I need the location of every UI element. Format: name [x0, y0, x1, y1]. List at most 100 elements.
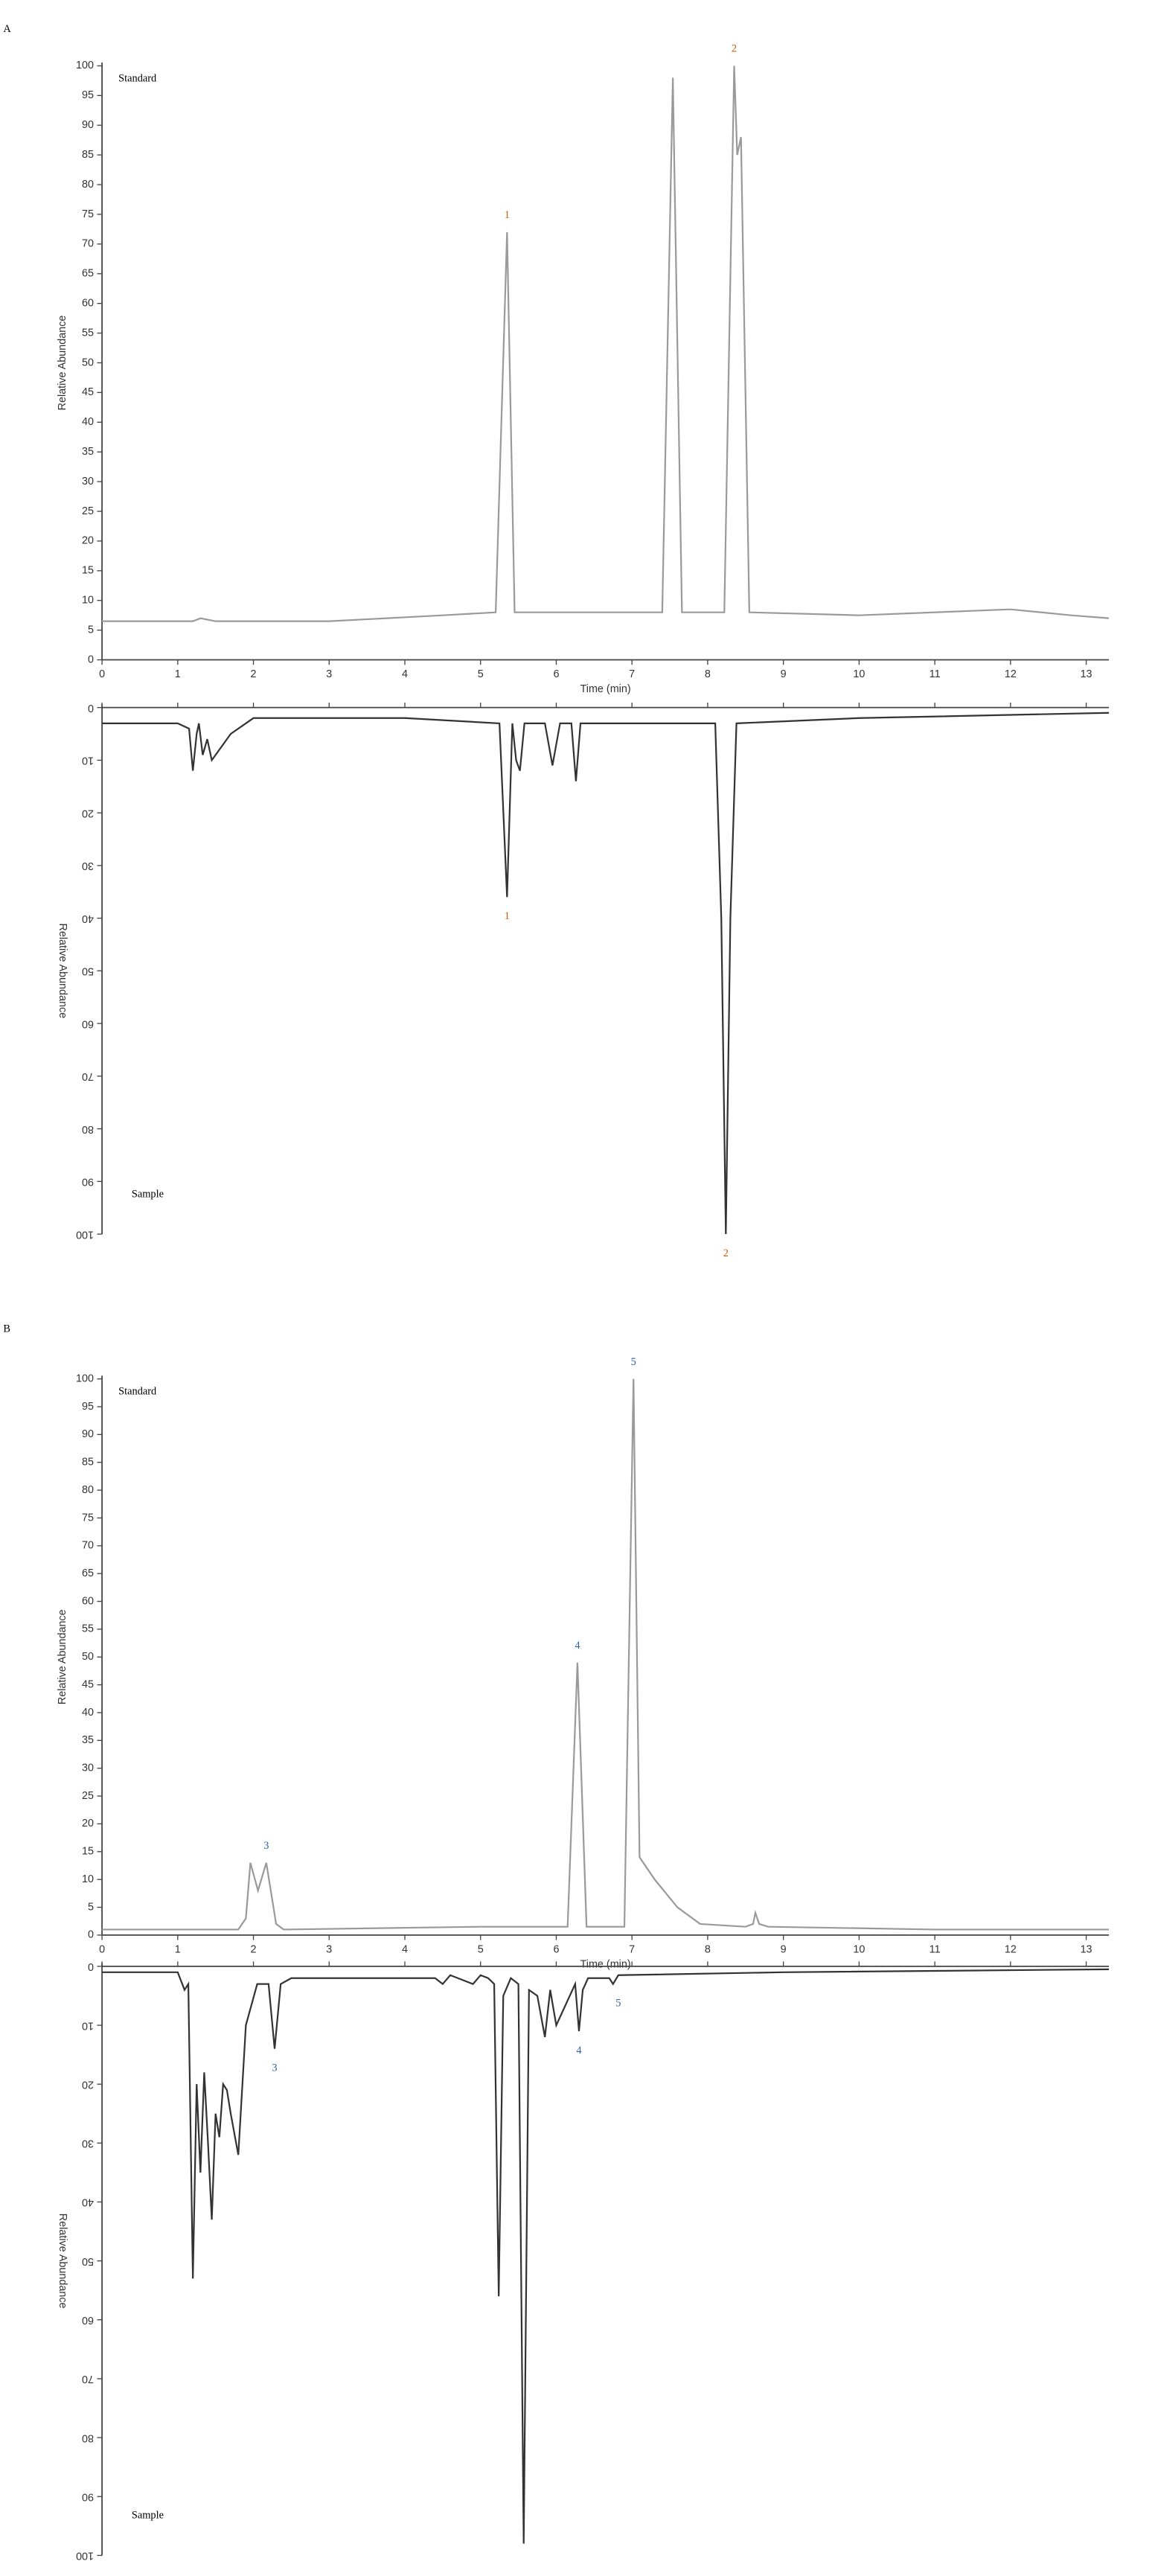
y-tick-label: 100	[76, 2550, 94, 2562]
x-tick-label: 13	[1081, 1944, 1092, 1956]
y-tick-label: 40	[82, 2196, 94, 2208]
y-tick-label: 5	[88, 624, 94, 636]
y-tick-label: 15	[82, 565, 94, 577]
x-tick-label: 10	[853, 668, 865, 680]
panel-label: B	[3, 1323, 10, 1335]
trace	[102, 1968, 1110, 2544]
y-tick-label: 100	[76, 1228, 94, 1240]
x-tick-label: 1	[175, 1944, 181, 1956]
y-tick-label: 60	[82, 1017, 94, 1029]
x-tick-label: 4	[402, 668, 408, 680]
y-axis-label: Relative Abundance	[57, 924, 68, 1019]
y-tick-label: 35	[82, 1734, 94, 1746]
y-tick-label: 25	[82, 505, 94, 517]
peak-label: 2	[732, 43, 737, 55]
y-tick-label: 40	[82, 1707, 94, 1719]
y-tick-label: 50	[82, 2255, 94, 2267]
y-tick-label: 10	[82, 595, 94, 607]
trace-title: Sample	[132, 1188, 164, 1200]
y-tick-label: 55	[82, 327, 94, 339]
x-axis-label: Time (min)	[580, 1958, 631, 1970]
y-tick-label: 70	[82, 1070, 94, 1082]
y-tick-label: 10	[82, 755, 94, 767]
x-tick-label: 11	[930, 1944, 941, 1956]
x-tick-label: 9	[781, 1944, 787, 1956]
y-tick-label: 100	[76, 60, 94, 71]
x-tick-label: 4	[402, 1944, 408, 1956]
y-tick-label: 20	[82, 807, 94, 819]
y-tick-label: 45	[82, 1678, 94, 1690]
x-tick-label: 12	[1005, 1944, 1017, 1956]
y-tick-label: 55	[82, 1623, 94, 1635]
y-tick-label: 70	[82, 1540, 94, 1552]
y-tick-label: 80	[82, 2432, 94, 2444]
y-tick-label: 95	[82, 1401, 94, 1413]
y-tick-label: 0	[88, 1960, 94, 1972]
y-tick-label: 90	[82, 1428, 94, 1440]
y-tick-label: 95	[82, 89, 94, 101]
x-tick-label: 3	[326, 668, 332, 680]
y-tick-label: 65	[82, 268, 94, 280]
y-tick-label: 30	[82, 860, 94, 872]
x-tick-label: 6	[553, 1944, 559, 1956]
y-tick-label: 10	[82, 2019, 94, 2031]
x-tick-label: 12	[1005, 668, 1017, 680]
trace-title: Standard	[118, 1386, 156, 1398]
x-tick-label: 13	[1081, 668, 1092, 680]
x-tick-label: 0	[99, 668, 105, 680]
x-tick-label: 8	[705, 668, 711, 680]
x-tick-label: 9	[781, 668, 787, 680]
y-axis-label: Relative Abundance	[57, 316, 68, 411]
y-tick-label: 40	[82, 416, 94, 428]
y-tick-label: 50	[82, 1651, 94, 1663]
trace	[102, 1378, 1110, 1931]
x-tick-label: 5	[478, 1944, 484, 1956]
x-tick-label: 7	[629, 668, 635, 680]
x-tick-label: 2	[251, 668, 257, 680]
y-tick-label: 100	[76, 1372, 94, 1384]
trace	[102, 65, 1110, 622]
y-tick-label: 65	[82, 1567, 94, 1579]
x-tick-label: 5	[478, 668, 484, 680]
y-tick-label: 35	[82, 446, 94, 458]
x-tick-label: 2	[251, 1944, 257, 1956]
panel-label: A	[3, 23, 11, 35]
y-tick-label: 0	[88, 702, 94, 714]
y-tick-label: 80	[82, 1484, 94, 1496]
x-tick-label: 6	[553, 668, 559, 680]
y-tick-label: 60	[82, 2314, 94, 2326]
y-tick-label: 85	[82, 1457, 94, 1468]
peak-label: 1	[505, 209, 510, 221]
y-tick-label: 45	[82, 386, 94, 398]
y-tick-label: 20	[82, 535, 94, 547]
y-axis-label: Relative Abundance	[57, 1609, 68, 1704]
x-tick-label: 0	[99, 1944, 105, 1956]
y-tick-label: 75	[82, 208, 94, 220]
trace-title: Standard	[118, 72, 156, 84]
y-tick-label: 85	[82, 149, 94, 161]
y-tick-label: 75	[82, 1512, 94, 1524]
y-tick-label: 90	[82, 119, 94, 131]
peak-label: 4	[575, 1640, 580, 1652]
y-axis-label: Relative Abundance	[57, 2214, 68, 2309]
y-tick-label: 30	[82, 476, 94, 488]
y-tick-label: 20	[82, 2078, 94, 2090]
y-tick-label: 5	[88, 1901, 94, 1913]
y-tick-label: 60	[82, 1595, 94, 1607]
x-tick-label: 10	[853, 1944, 865, 1956]
x-tick-label: 8	[705, 1944, 711, 1956]
y-tick-label: 80	[82, 1123, 94, 1135]
y-tick-label: 50	[82, 965, 94, 977]
y-tick-label: 50	[82, 357, 94, 368]
peak-label: 5	[631, 1356, 636, 1368]
peak-label: 3	[272, 2062, 277, 2074]
x-axis-label: Time (min)	[580, 683, 631, 695]
trace	[102, 712, 1110, 1235]
peak-label: 4	[576, 2045, 581, 2056]
y-tick-label: 10	[82, 1873, 94, 1885]
y-tick-label: 30	[82, 2138, 94, 2150]
x-tick-label: 11	[930, 668, 941, 680]
x-tick-label: 7	[629, 1944, 635, 1956]
